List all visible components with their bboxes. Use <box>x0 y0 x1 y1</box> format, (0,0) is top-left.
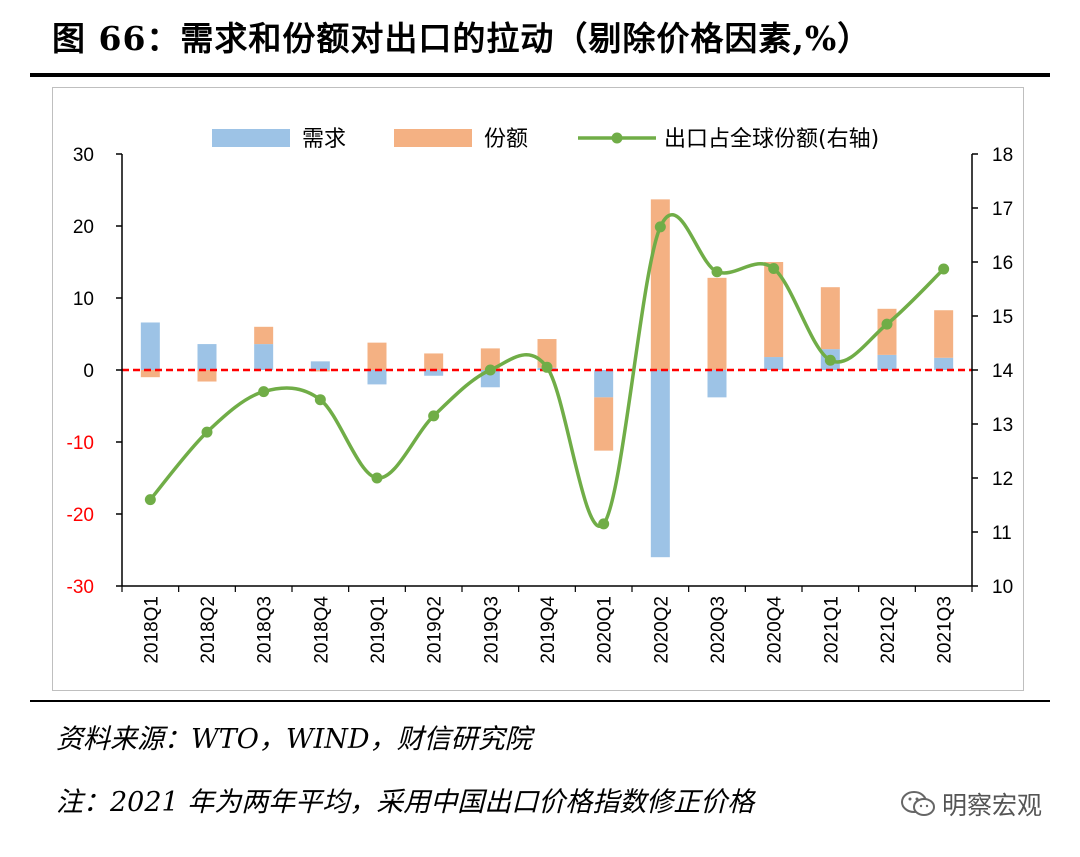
share-line-point <box>881 318 893 330</box>
demand-bar <box>934 357 954 370</box>
right-tick-label: 12 <box>992 469 1013 490</box>
right-tick-label: 11 <box>992 523 1012 544</box>
right-tick-label: 10 <box>992 577 1013 598</box>
x-tick-label: 2021Q1 <box>821 596 842 664</box>
x-tick-label: 2018Q4 <box>311 596 332 664</box>
demand-bar <box>197 344 217 370</box>
x-tick-label: 2021Q2 <box>878 596 899 664</box>
watermark: 明察宏观 <box>900 786 1042 822</box>
share-bar <box>254 326 274 345</box>
demand-bar <box>140 322 160 370</box>
x-tick-label: 2019Q1 <box>368 596 389 664</box>
share-line-point <box>428 410 440 422</box>
demand-bar <box>650 370 670 558</box>
legend-demand-swatch <box>212 129 290 147</box>
legend-share-label: 份额 <box>484 127 528 152</box>
x-tick-label: 2020Q3 <box>708 596 729 664</box>
share-bar <box>197 370 217 382</box>
share-bar <box>764 262 784 358</box>
watermark-text: 明察宏观 <box>942 791 1043 820</box>
legend-demand-label: 需求 <box>302 127 346 152</box>
x-tick-label: 2021Q3 <box>935 596 956 664</box>
x-tick-label: 2020Q1 <box>595 596 616 664</box>
right-tick-label: 16 <box>992 253 1013 274</box>
share-line-point <box>258 386 270 398</box>
demand-bar <box>764 357 784 370</box>
share-line-point <box>768 262 780 274</box>
x-tick-label: 2018Q3 <box>255 596 276 664</box>
right-tick-label: 14 <box>992 361 1014 382</box>
x-tick-label: 2018Q2 <box>198 596 219 664</box>
title-rule <box>30 73 1050 77</box>
demand-bar <box>877 354 897 370</box>
right-tick-label: 15 <box>992 307 1013 328</box>
share-line-point <box>371 472 383 484</box>
legend-line-marker <box>611 132 623 144</box>
right-tick-label: 18 <box>992 145 1013 166</box>
demand-bar <box>367 370 387 385</box>
share-bar <box>707 277 727 370</box>
x-tick-label: 2020Q2 <box>651 596 672 664</box>
share-line-point <box>598 518 610 530</box>
x-tick-label: 2019Q3 <box>481 596 502 664</box>
share-bar <box>140 370 160 378</box>
chart-svg: 30 20 10 0 -10 -20 -30 18 17 16 15 14 13 12 11 10 2018Q1… <box>67 127 1014 664</box>
left-tick-label: 10 <box>73 289 94 310</box>
demand-bar <box>480 370 500 388</box>
share-line-point <box>201 426 213 438</box>
demand-bar <box>254 344 274 370</box>
share-line-point <box>541 361 553 373</box>
share-line-point <box>314 394 326 406</box>
x-tick-label: 2019Q4 <box>538 596 559 664</box>
share-bar <box>367 342 387 370</box>
share-bar <box>934 310 954 358</box>
footnote: 注：2021 年为两年平均，采用中国出口价格指数修正价格 <box>56 787 755 818</box>
chart-bottom-rule <box>30 700 1050 702</box>
x-tick-label: 2018Q1 <box>141 596 162 664</box>
x-tick-label: 2019Q2 <box>425 596 446 664</box>
share-line-point <box>824 354 836 366</box>
left-tick-label: 0 <box>83 361 94 382</box>
left-tick-label: 20 <box>73 217 94 238</box>
share-bar <box>820 287 840 350</box>
share-line-point <box>144 494 156 506</box>
share-line-point <box>484 364 496 376</box>
demand-bar <box>424 370 444 376</box>
left-tick-label: 30 <box>73 145 94 166</box>
share-line-point <box>938 263 950 275</box>
chart-frame <box>52 87 1024 691</box>
left-tick-label: -20 <box>67 505 94 526</box>
demand-bar <box>594 370 614 398</box>
left-tick-label: -10 <box>67 433 94 454</box>
share-line-point <box>711 266 723 278</box>
wechat-icon <box>901 791 935 816</box>
page-title: 图 66：需求和份额对出口的拉动（剔除价格因素,%） <box>52 19 872 58</box>
share-bar <box>594 397 614 451</box>
legend-share-swatch <box>394 129 472 147</box>
legend-line-label: 出口占全球份额(右轴) <box>664 127 879 152</box>
left-tick-label: -30 <box>67 577 94 598</box>
x-tick-label: 2020Q4 <box>765 596 786 664</box>
share-line <box>148 213 945 529</box>
source-note: 资料来源：WTO，WIND，财信研究院 <box>56 724 532 755</box>
share-bar <box>480 348 500 370</box>
demand-bar <box>707 370 727 398</box>
demand-bar <box>310 361 330 370</box>
share-bar <box>424 353 444 370</box>
right-tick-label: 17 <box>992 199 1013 220</box>
share-line-point <box>654 221 666 233</box>
right-tick-label: 13 <box>992 415 1013 436</box>
